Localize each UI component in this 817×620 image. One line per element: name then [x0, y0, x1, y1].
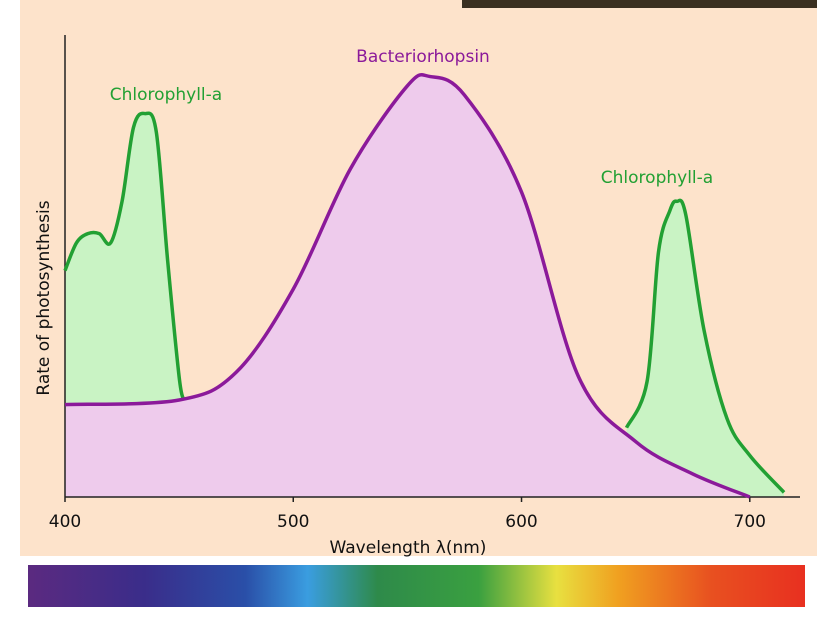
series-line	[624, 198, 786, 494]
x-tick-label: 400	[49, 512, 81, 532]
series-label: Bacteriorhopsin	[356, 47, 490, 67]
series-label: Chlorophyll-a	[601, 168, 713, 188]
x-tick-label: 700	[734, 512, 766, 532]
area-fill	[626, 200, 785, 498]
series-line	[64, 73, 751, 499]
plot: 400 500 600 700 Chlorophyll-a Chlorophyll-a Ba…	[49, 35, 800, 532]
x-tick-label: 500	[277, 512, 309, 532]
series-line	[63, 111, 186, 401]
x-axis-label: Wavelength λ(nm)	[330, 538, 487, 558]
x-tick-label: 600	[505, 512, 537, 532]
spectrum-bar	[28, 565, 805, 607]
y-axis-label: Rate of photosynthesis	[34, 200, 54, 395]
area-fill	[65, 74, 750, 497]
series-label: Chlorophyll-a	[110, 85, 222, 105]
photo-edge	[462, 0, 817, 8]
